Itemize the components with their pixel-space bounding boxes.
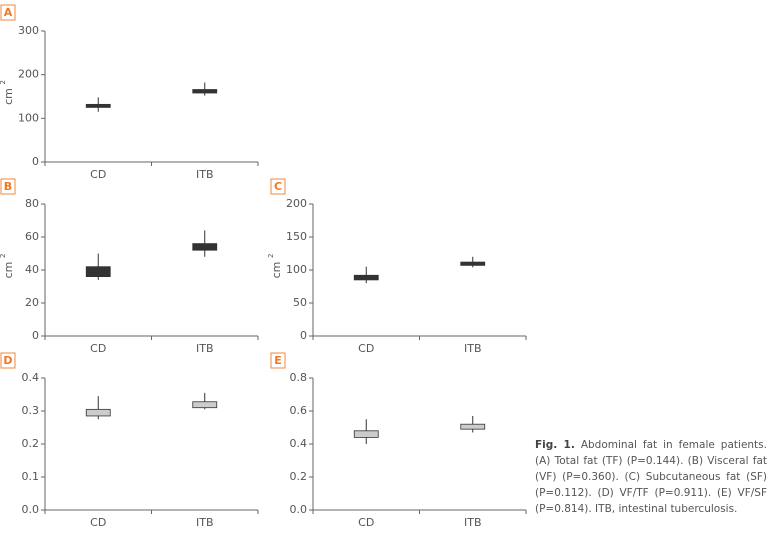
y-tick-label: 40: [25, 263, 39, 276]
y-tick-label: 0.2: [22, 437, 40, 450]
box: [85, 103, 111, 108]
panel-label-box: [0, 178, 16, 195]
y-tick-label: 150: [286, 230, 307, 243]
box: [460, 261, 486, 266]
x-tick-label: CD: [90, 168, 106, 181]
y-axis-label: cm 2: [0, 254, 15, 279]
panel-label-box: [270, 178, 286, 195]
y-tick-label: 0.6: [290, 404, 308, 417]
y-label-sup: 2: [0, 80, 7, 84]
y-tick-label: 50: [293, 296, 307, 309]
panel-label-box: [270, 352, 286, 369]
y-tick-label: 0.2: [290, 470, 308, 483]
box: [192, 401, 218, 409]
caption-text: Abdominal fat in female patients. (A) To…: [535, 439, 767, 515]
y-tick-label: 0.3: [22, 404, 40, 417]
box: [353, 430, 379, 438]
x-tick-label: ITB: [196, 168, 214, 181]
y-label: cm: [2, 88, 15, 105]
box: [192, 243, 218, 251]
y-tick-label: 0.8: [290, 371, 308, 384]
box: [353, 274, 379, 281]
y-tick-label: 60: [25, 230, 39, 243]
y-tick-label: 200: [18, 68, 39, 81]
y-label-sup: 2: [0, 254, 7, 258]
y-tick-label: 0: [32, 329, 39, 342]
y-label: cm: [270, 262, 283, 279]
y-tick-label: 20: [25, 296, 39, 309]
x-tick-label: CD: [358, 516, 374, 529]
y-label-sup: 2: [267, 254, 275, 258]
y-axis-label: cm 2: [267, 254, 283, 279]
panel-label: B: [4, 180, 12, 193]
y-tick-label: 0.4: [290, 437, 308, 450]
x-tick-label: CD: [90, 516, 106, 529]
y-tick-label: 0: [300, 329, 307, 342]
box: [192, 89, 218, 94]
panel-label-box: [0, 4, 16, 21]
y-tick-label: 0.4: [22, 371, 40, 384]
y-tick-label: 0.0: [290, 503, 308, 516]
panel-label: E: [274, 354, 282, 367]
y-tick-label: 200: [286, 197, 307, 210]
x-tick-label: ITB: [196, 342, 214, 355]
x-tick-label: ITB: [464, 342, 482, 355]
y-tick-label: 80: [25, 197, 39, 210]
y-label: cm: [2, 262, 15, 279]
box: [85, 408, 111, 417]
x-tick-label: ITB: [196, 516, 214, 529]
y-tick-label: 0: [32, 155, 39, 168]
box: [85, 266, 111, 278]
x-tick-label: ITB: [464, 516, 482, 529]
x-tick-label: CD: [358, 342, 374, 355]
box: [460, 423, 486, 430]
y-tick-label: 100: [18, 111, 39, 124]
y-tick-label: 0.1: [22, 470, 40, 483]
caption: Fig. 1. Abdominal fat in female patients…: [535, 437, 767, 517]
panel-label-box: [0, 352, 16, 369]
panel-label: C: [274, 180, 282, 193]
y-axis-label: cm 2: [0, 80, 15, 105]
y-tick-label: 300: [18, 24, 39, 37]
x-tick-label: CD: [90, 342, 106, 355]
caption-label: Fig. 1.: [535, 439, 575, 451]
panel-label: A: [4, 6, 13, 19]
panel-label: D: [3, 354, 12, 367]
y-tick-label: 100: [286, 263, 307, 276]
y-tick-label: 0.0: [22, 503, 40, 516]
